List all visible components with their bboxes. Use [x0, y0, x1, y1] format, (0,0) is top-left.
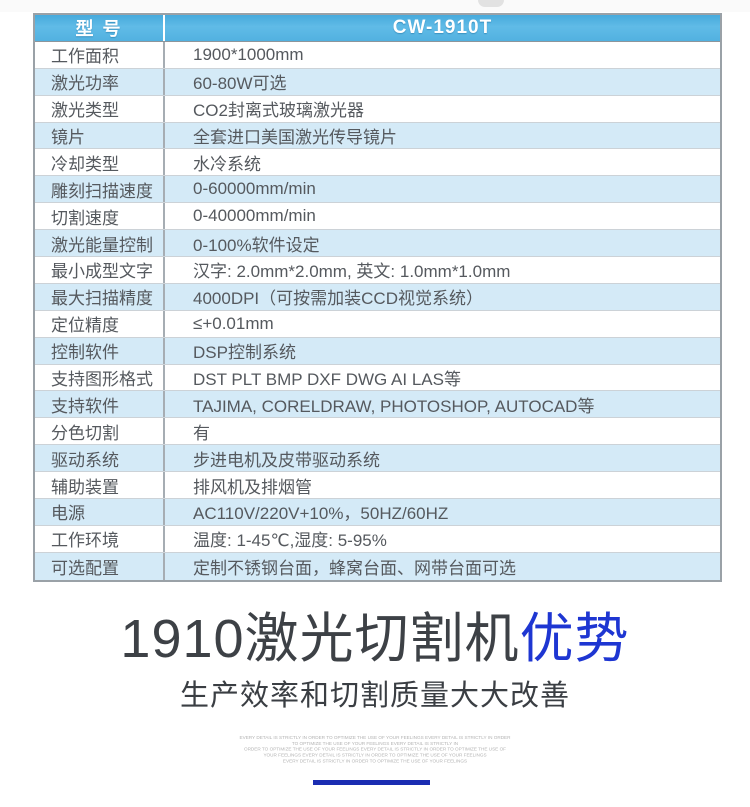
row-value: 有 [193, 423, 210, 443]
row-label: 支持图形格式 [35, 364, 165, 391]
row-label: 雕刻扫描速度 [35, 176, 165, 203]
spec-table: 型 号 CW-1910T 工作面积 1900*1000mm 激光功率 60-80W可选… [33, 13, 722, 582]
divider-bar [313, 780, 430, 785]
table-row: 激光能量控制 0-100%软件设定 [35, 230, 720, 258]
row-label: 辅助装置 [35, 472, 165, 499]
watermark-line: EVERY DETAIL IS STRICTLY IN ORDER TO OPT… [282, 758, 468, 764]
row-label: 支持软件 [35, 391, 165, 418]
row-value: 排风机及排烟管 [193, 477, 312, 497]
row-label: 冷却类型 [35, 149, 165, 176]
row-value: 0-40000mm/min [193, 206, 316, 226]
row-value: AC110V/220V+10%，50HZ/60HZ [193, 504, 449, 524]
table-row: 激光功率 60-80W可选 [35, 68, 720, 96]
row-value: 0-60000mm/min [193, 179, 316, 199]
promo-subtitle: 生产效率和切割质量大大改善 [179, 680, 570, 712]
row-value: 0-100%软件设定 [193, 235, 320, 255]
row-value: TAJIMA, CORELDRAW, PHOTOSHOP, AUTOCAD等 [193, 396, 595, 416]
model-header-value: CW-1910T [392, 16, 493, 38]
table-header-row: 型 号 CW-1910T [35, 15, 720, 42]
model-header-label: 型 号 [35, 15, 165, 41]
row-label: 驱动系统 [35, 445, 165, 472]
row-label: 电源 [35, 499, 165, 525]
row-value: 定制不锈钢台面，蜂窝台面、网带台面可选 [193, 558, 516, 578]
table-row: 切割速度 0-40000mm/min [35, 203, 720, 231]
row-value: CO2封离式玻璃激光器 [193, 101, 364, 121]
promo-title: 1910激光切割机优势 [0, 604, 750, 674]
promo-title-main: 1910激光切割机 [120, 609, 520, 669]
watermark-text: EVERY DETAIL IS STRICTLY IN ORDER TO OPT… [158, 735, 593, 764]
watermark-line: ORDER TO OPTIMIZE THE USE OF YOUR FEELIN… [243, 746, 507, 752]
table-row: 电源 AC110V/220V+10%，50HZ/60HZ [35, 499, 720, 526]
top-strip [0, 0, 750, 12]
table-row: 支持软件 TAJIMA, CORELDRAW, PHOTOSHOP, AUTOCA… [35, 391, 720, 419]
row-value: 汉字: 2.0mm*2.0mm, 英文: 1.0mm*1.0mm [193, 262, 511, 282]
row-label: 定位精度 [35, 310, 165, 337]
row-value: DSP控制系统 [193, 343, 296, 363]
table-row: 激光类型 CO2封离式玻璃激光器 [35, 95, 720, 123]
image-remnant [478, 0, 504, 7]
table-row: 分色切割 有 [35, 418, 720, 446]
table-row: 冷却类型 水冷系统 [35, 149, 720, 177]
row-value: 4000DPI（可按需加装CCD视觉系统） [193, 289, 483, 309]
row-value: 水冷系统 [193, 154, 261, 174]
table-row: 辅助装置 排风机及排烟管 [35, 472, 720, 500]
table-row: 定位精度 ≤+0.01mm [35, 310, 720, 338]
table-row: 最小成型文字 汉字: 2.0mm*2.0mm, 英文: 1.0mm*1.0mm [35, 257, 720, 284]
row-value: DST PLT BMP DXF DWG AI LAS等 [193, 370, 461, 390]
row-label: 最大扫描精度 [35, 283, 165, 310]
table-row: 雕刻扫描速度 0-60000mm/min [35, 176, 720, 204]
row-label: 激光能量控制 [35, 230, 165, 257]
table-row: 工作面积 1900*1000mm [35, 41, 720, 69]
table-row: 镜片 全套进口美国激光传导镜片 [35, 122, 720, 150]
row-label: 工作面积 [35, 41, 165, 68]
table-row: 工作环境 温度: 1-45℃,湿度: 5-95% [35, 525, 720, 553]
row-label: 可选配置 [35, 552, 165, 580]
row-value: 步进电机及皮带驱动系统 [193, 450, 380, 470]
row-value: 温度: 1-45℃,湿度: 5-95% [193, 531, 387, 551]
table-row: 驱动系统 步进电机及皮带驱动系统 [35, 445, 720, 473]
table-row: 控制软件 DSP控制系统 [35, 337, 720, 365]
row-label: 镜片 [35, 122, 165, 149]
row-label: 最小成型文字 [35, 257, 165, 283]
table-row: 最大扫描精度 4000DPI（可按需加装CCD视觉系统） [35, 283, 720, 311]
watermark-line: YOUR FEELINGS EVERY DETAIL IS STRICTLY I… [263, 752, 487, 758]
table-row: 可选配置 定制不锈钢台面，蜂窝台面、网带台面可选 [35, 552, 720, 580]
row-label: 控制软件 [35, 337, 165, 364]
promo-title-accent: 优势 [519, 609, 630, 669]
row-value: 全套进口美国激光传导镜片 [193, 128, 397, 147]
row-value: ≤+0.01mm [193, 313, 274, 333]
row-label: 分色切割 [35, 418, 165, 445]
row-value: 1900*1000mm [193, 44, 304, 64]
row-value: 60-80W可选 [193, 74, 287, 94]
watermark-line: EVERY DETAIL IS STRICTLY IN ORDER TO OPT… [239, 735, 511, 741]
row-label: 工作环境 [35, 525, 165, 552]
row-label: 激光功率 [35, 68, 165, 95]
watermark-line: TO OPTIMIZE THE USE OF YOUR FEELINGS EVE… [291, 740, 459, 747]
row-label: 切割速度 [35, 203, 165, 230]
row-label: 激光类型 [35, 95, 165, 122]
table-row: 支持图形格式 DST PLT BMP DXF DWG AI LAS等 [35, 364, 720, 392]
